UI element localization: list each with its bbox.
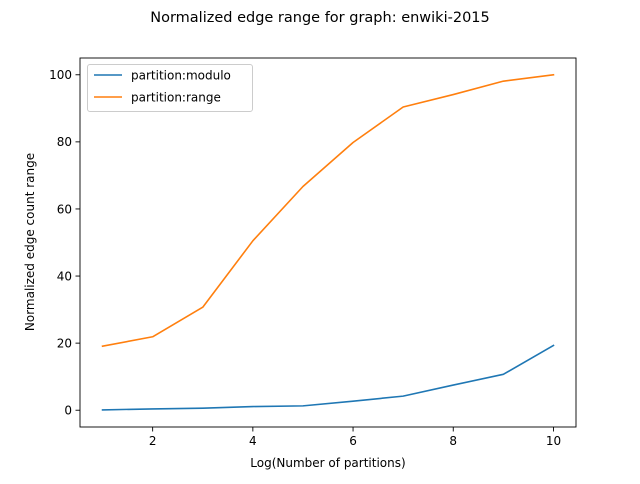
y-tick-label: 40	[57, 269, 72, 283]
legend-label: partition:range	[131, 90, 221, 104]
x-tick-label: 2	[149, 434, 157, 448]
x-tick-label: 6	[349, 434, 357, 448]
x-axis-label: Log(Number of partitions)	[250, 456, 405, 470]
legend-label: partition:modulo	[131, 68, 231, 82]
chart-title: Normalized edge range for graph: enwiki-…	[150, 10, 490, 26]
y-tick-label: 100	[49, 68, 72, 82]
series-line-partition-modulo	[101, 344, 555, 411]
chart-legend: partition:modulo partition:range	[87, 64, 253, 112]
plot-frame	[79, 57, 577, 428]
x-tick-label: 8	[449, 434, 457, 448]
x-tick-label: 10	[546, 434, 561, 448]
y-tick-label: 20	[57, 336, 72, 350]
series-line-partition-range	[101, 73, 555, 348]
y-tick-label: 0	[64, 404, 72, 418]
y-tick-label: 60	[57, 202, 72, 216]
x-tick-label: 4	[249, 434, 257, 448]
y-axis-label: Normalized edge count range	[23, 153, 37, 331]
legend-box	[87, 64, 253, 112]
y-tick-label: 80	[57, 135, 72, 149]
